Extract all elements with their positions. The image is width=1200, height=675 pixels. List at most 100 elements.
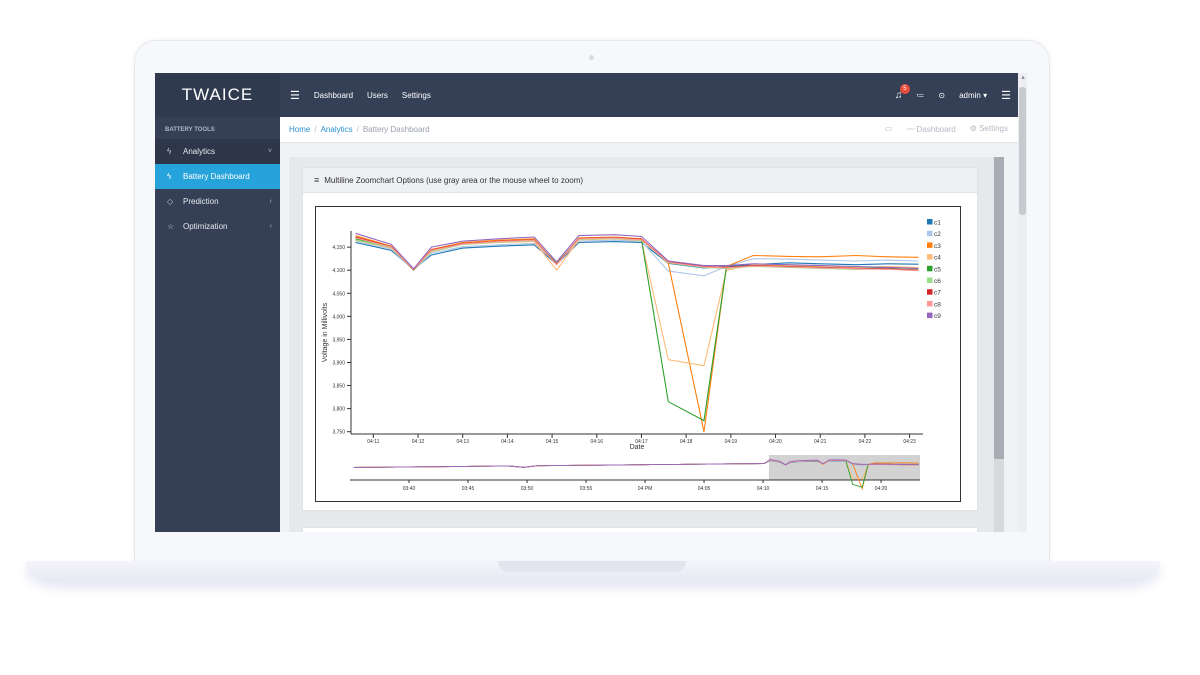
- x-tick-label: 04:15: [546, 439, 559, 445]
- legend-swatch-c1: [927, 219, 933, 225]
- caret-down-icon: ▾: [983, 90, 988, 100]
- legend-swatch-c3: [927, 242, 933, 248]
- overview-line-c9: [353, 459, 919, 468]
- legend-label-c6: c6: [934, 278, 941, 285]
- series-line-c9: [355, 232, 919, 270]
- series-line-c2: [355, 239, 919, 277]
- page-scroll-thumb[interactable]: [1019, 87, 1026, 215]
- breadcrumb-separator: /: [314, 125, 317, 134]
- sidebar-item-optimization[interactable]: ☆ Optimization ‹: [155, 214, 280, 239]
- overview-x-tick-label: 04:15: [816, 486, 829, 492]
- breadcrumb-dashboard-link[interactable]: 〰 Dashboard: [906, 124, 955, 135]
- x-tick-label: 04:19: [725, 439, 738, 445]
- x-tick-label: 04:13: [456, 439, 469, 445]
- x-tick-label: 04:12: [412, 439, 425, 445]
- y-tick-label: 3,900: [332, 360, 345, 366]
- sidebar-item-analytics[interactable]: ϟ Analytics ˅: [155, 139, 280, 164]
- chevron-down-icon: ˅: [267, 148, 272, 155]
- y-tick-label: 3,950: [332, 337, 345, 343]
- topnav-dashboard[interactable]: Dashboard: [313, 90, 354, 100]
- notifications-button[interactable]: ♫ 5: [894, 83, 910, 101]
- legend-swatch-c5: [927, 265, 933, 272]
- topnav-settings[interactable]: Settings: [401, 90, 431, 100]
- y-tick-label: 3,800: [332, 407, 345, 413]
- breadcrumb-separator: /: [356, 125, 359, 134]
- series-line-c5: [355, 237, 919, 422]
- legend-swatch-c4: [927, 254, 933, 260]
- legend-label-c2: c2: [934, 231, 941, 238]
- zoomchart-card: ≡ Multiline Zoomchart Options (use gray …: [302, 167, 978, 511]
- list-icon[interactable]: ≔: [916, 90, 925, 100]
- menu-toggle-icon[interactable]: ☰: [290, 89, 300, 102]
- sidebar-item-label: Prediction: [183, 197, 219, 206]
- legend-swatch-c7: [927, 289, 933, 295]
- breadcrumb-analytics[interactable]: Analytics: [320, 125, 353, 134]
- top-navbar: ☰ Dashboard Users Settings ♫ 5 ≔ ⊙ admin…: [280, 73, 1027, 117]
- legend-label-c4: c4: [934, 255, 941, 262]
- star-icon: ☆: [167, 222, 175, 231]
- location-pin-icon[interactable]: ⊙: [938, 90, 946, 100]
- topnav-users[interactable]: Users: [367, 90, 388, 100]
- scroll-up-arrow-icon[interactable]: ▲: [1020, 75, 1026, 81]
- brand-logo[interactable]: TWAICE: [155, 73, 280, 117]
- legend-label-c3: c3: [934, 243, 941, 250]
- x-tick-label: 04:11: [367, 439, 379, 445]
- x-tick-label: 04:16: [591, 439, 604, 445]
- overview-x-tick-label: 03:45: [462, 486, 475, 492]
- gear-icon: ⚙: [969, 124, 977, 133]
- user-name: admin: [959, 90, 981, 100]
- legend-label-c9: c9: [934, 313, 941, 320]
- bolt-icon: ϟ: [167, 147, 172, 156]
- voltage-line-chart[interactable]: 3,750 3,800 3,850 3,900 3,950 4,000 4,050 4,100…: [316, 207, 960, 501]
- overview-x-tick-label: 04:10: [757, 486, 770, 492]
- panel-scroll-thumb[interactable]: [994, 157, 1004, 459]
- breadcrumb-home[interactable]: Home: [289, 125, 311, 134]
- sidebar-item-label: Battery Dashboard: [183, 172, 250, 181]
- legend-label-c1: c1: [934, 220, 941, 227]
- sidebar-item-label: Analytics: [183, 147, 216, 156]
- bolt-icon: ϟ: [167, 172, 172, 181]
- series-line-c8: [355, 237, 919, 272]
- laptop-base: [26, 561, 1160, 583]
- camera-dot: [589, 55, 594, 60]
- y-tick-label: 4,150: [332, 245, 345, 251]
- sidebar-section-title: BATTERY TOOLS: [165, 127, 215, 133]
- legend-label-c8: c8: [934, 301, 941, 308]
- menu-lines-icon: ≡: [314, 175, 320, 185]
- comment-icon[interactable]: ▭: [884, 124, 893, 133]
- chart-container: 3,750 3,800 3,850 3,900 3,950 4,000 4,050 4,100…: [315, 206, 961, 502]
- zoom-brush-area: [768, 455, 920, 480]
- x-tick-label: 04:18: [680, 439, 693, 445]
- x-tick-label: 04:23: [903, 439, 916, 445]
- y-tick-label: 3,850: [332, 384, 345, 390]
- breadcrumb-settings-link[interactable]: ⚙ Settings: [970, 124, 1008, 135]
- tag-icon: ◇: [167, 197, 174, 206]
- overview-x-tick-label: 04 PM: [638, 486, 652, 492]
- series-line-c3: [355, 235, 919, 432]
- bell-icon: ♫: [894, 89, 903, 101]
- x-tick-label: 04:14: [501, 439, 514, 445]
- page-scrollbar[interactable]: ▲: [1018, 73, 1027, 532]
- legend-swatch-c9: [927, 312, 933, 319]
- second-card: [302, 527, 978, 532]
- y-tick-label: 4,000: [332, 314, 345, 320]
- series-line-c1: [355, 241, 919, 271]
- card-header: ≡ Multiline Zoomchart Options (use gray …: [303, 168, 977, 193]
- sidebar-item-battery-dashboard[interactable]: ϟ Battery Dashboard: [155, 164, 280, 189]
- y-tick-label: 4,100: [332, 268, 345, 274]
- breadcrumb-bar: Home / Analytics / Battery Dashboard ▭ 〰…: [280, 117, 1018, 143]
- legend-swatch-c2: [927, 230, 933, 237]
- overview-x-tick-label: 03:55: [580, 486, 593, 492]
- overview-x-tick-label: 04:05: [698, 486, 711, 492]
- legend-swatch-c6: [927, 277, 933, 283]
- right-menu-icon[interactable]: ☰: [1001, 89, 1011, 102]
- overview-x-tick-label: 04:20: [875, 486, 888, 492]
- x-tick-label: 04:17: [635, 439, 648, 445]
- chevron-left-icon: ‹: [269, 223, 272, 230]
- legend-label-c7: c7: [934, 290, 941, 297]
- user-menu[interactable]: admin ▾: [959, 91, 987, 100]
- x-tick-label: 04:22: [859, 439, 872, 445]
- breadcrumb-current: Battery Dashboard: [362, 125, 430, 134]
- sidebar-item-prediction[interactable]: ◇ Prediction ‹: [155, 189, 280, 214]
